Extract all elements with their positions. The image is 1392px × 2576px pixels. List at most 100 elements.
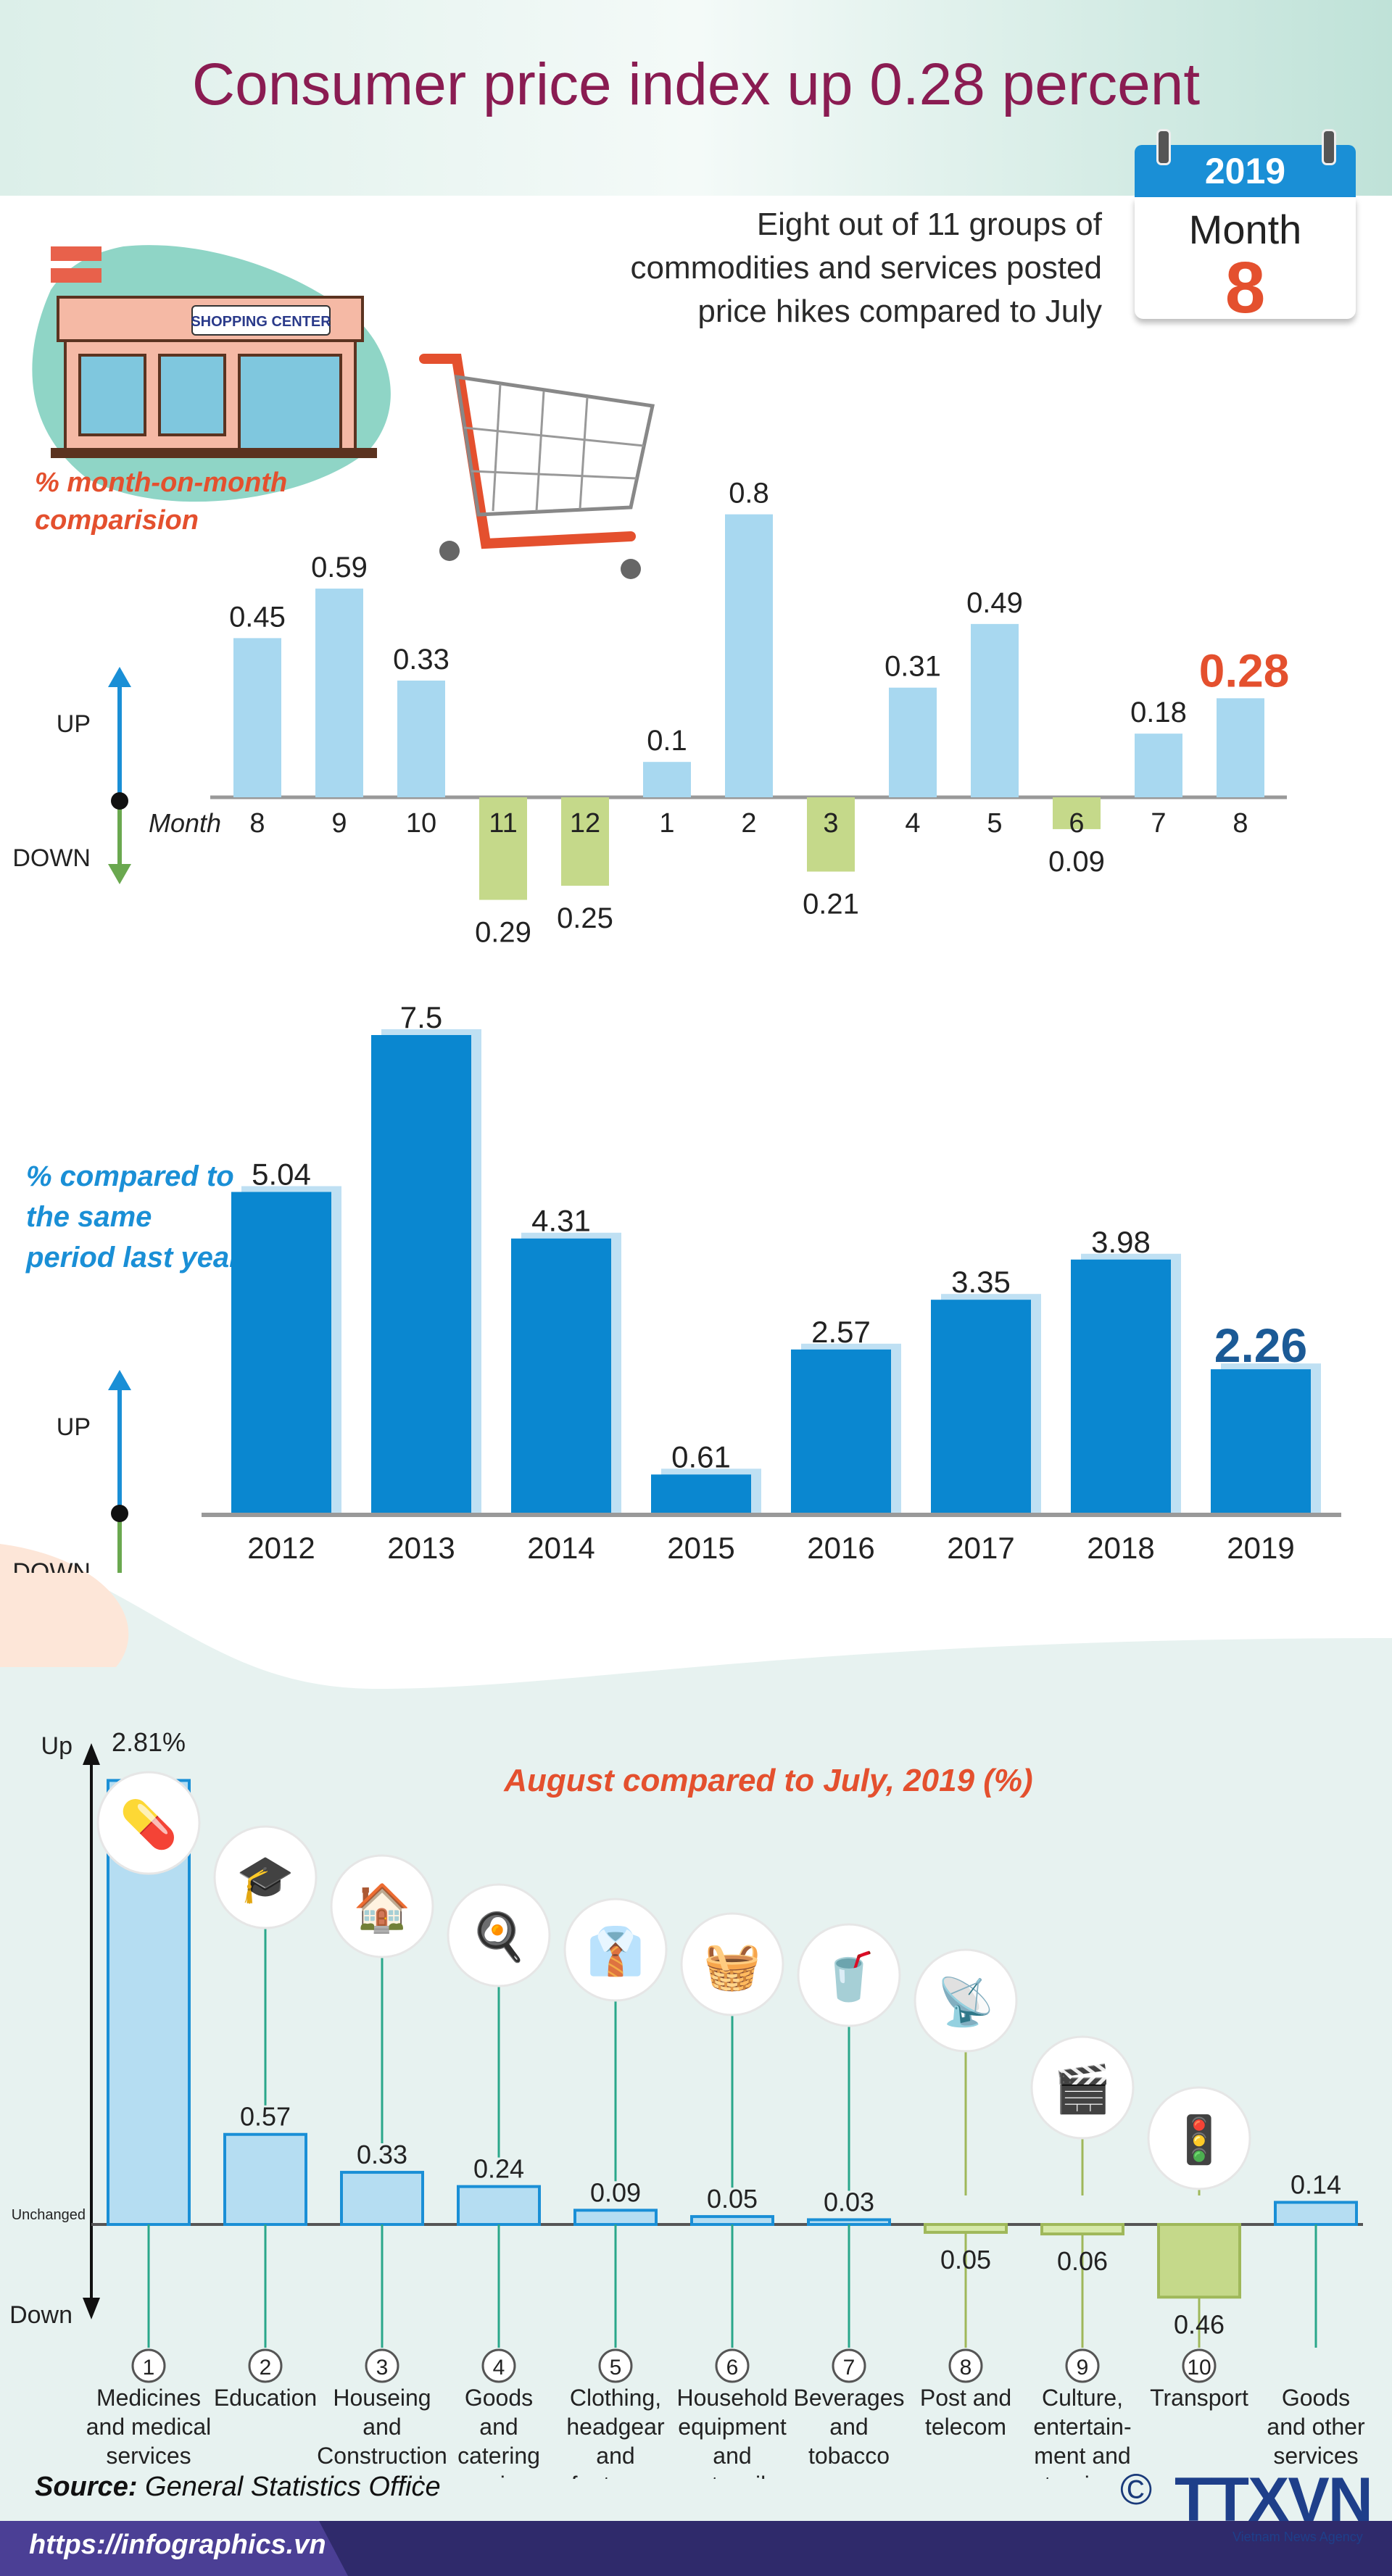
yoy-bar	[651, 1474, 751, 1513]
unchanged-label: Unchanged	[12, 2207, 86, 2223]
intro-text: Eight out of 11 groups of commodities an…	[630, 207, 1102, 329]
category-label: material	[341, 2472, 423, 2479]
yoy-label-text: % compared to the same period last year	[26, 1160, 241, 1274]
category-value-label: 0.09	[590, 2177, 641, 2207]
category-label: Houseing	[333, 2385, 431, 2411]
axis-origin-dot	[111, 792, 128, 810]
yoy-bar	[1211, 1369, 1311, 1513]
mom-value-label: 0.28	[1199, 644, 1290, 697]
category-label: catering	[457, 2443, 540, 2469]
yoy-value-label: 0.61	[671, 1439, 731, 1474]
agency-name: Vietnam News Agency	[1232, 2530, 1363, 2544]
category-number: 1	[143, 2356, 155, 2380]
mom-label: % month-on-month comparision	[35, 464, 296, 539]
category-number-badge	[598, 2348, 633, 2383]
category-number-badge	[715, 2348, 750, 2383]
mom-bar	[807, 797, 855, 872]
category-value-label: 0.03	[824, 2187, 874, 2216]
yoy-tick-label: 2016	[807, 1531, 874, 1565]
category-number-badge	[832, 2348, 866, 2383]
category-label: and	[713, 2443, 751, 2469]
category-number: 2	[260, 2356, 272, 2380]
category-number-badge	[248, 2348, 283, 2383]
category-label: and other	[1267, 2414, 1365, 2440]
up-label: UP	[57, 1413, 91, 1441]
up-arrowhead-icon	[108, 1370, 131, 1390]
category-number: 4	[493, 2356, 505, 2380]
category-number-badge	[365, 2348, 399, 2383]
category-value-label: 0.05	[940, 2245, 991, 2274]
mom-value-label: 0.29	[475, 917, 531, 949]
mom-bar	[643, 762, 691, 797]
mom-tick-label: 10	[406, 808, 436, 839]
source-label: Source:	[35, 2472, 138, 2502]
category-label: headgear	[566, 2414, 665, 2440]
category-label: and	[362, 2414, 401, 2440]
mom-bar	[233, 638, 281, 797]
yoy-value-label: 7.5	[400, 1000, 442, 1034]
yoy-tick-label: 2018	[1087, 1531, 1154, 1565]
traffic-light-icon	[1147, 2086, 1251, 2190]
calendar-body: Month 8	[1135, 197, 1356, 324]
category-bar	[924, 2223, 1008, 2234]
house-icon-glyph: 🏠	[353, 1882, 411, 1934]
clothing-icon-glyph: 👔	[587, 1925, 645, 1977]
category-label: services	[456, 2472, 541, 2479]
mom-x-axis-label: Month	[149, 808, 221, 838]
yoy-tick-label: 2017	[947, 1531, 1014, 1565]
category-number-badge	[948, 2348, 983, 2383]
traffic-light-icon-glyph: 🚦	[1170, 2114, 1228, 2166]
category-value-label: 0.33	[357, 2140, 407, 2169]
category-label: Goods	[465, 2385, 533, 2411]
category-label: Medicines	[96, 2385, 201, 2411]
category-label: Culture,	[1042, 2385, 1123, 2411]
category-label: and medical	[86, 2414, 212, 2440]
yoy-chart: UP DOWN 5.04 2012 7.5 2013 4.31 2014 0.61 2015 2.5…	[12, 1000, 1341, 1573]
category-label: utensil	[699, 2472, 766, 2479]
category-bar	[1157, 2223, 1241, 2299]
category-label: services	[1273, 2443, 1358, 2469]
category-value-label: 0.24	[473, 2154, 524, 2184]
mom-tick-label: 11	[489, 808, 517, 839]
footer-url-link[interactable]: https://infographics.vn	[29, 2530, 326, 2560]
category-bar	[1274, 2201, 1358, 2226]
shop-sign-text: SHOPPING CENTER	[191, 314, 331, 330]
category-number: 5	[610, 2356, 622, 2380]
mom-tick-label: 1	[659, 808, 674, 839]
category-bar	[807, 2218, 891, 2227]
mom-tick-label: 5	[987, 808, 1002, 839]
source: Source: General Statistics Office	[35, 2472, 441, 2503]
mom-tick-label: 8	[249, 808, 265, 839]
category-bar	[1040, 2223, 1124, 2236]
mom-tick-label: 9	[331, 808, 347, 839]
yoy-value-label: 4.31	[531, 1204, 591, 1238]
mom-tick-label: 2	[741, 808, 756, 839]
category-value-label: 0.46	[1174, 2309, 1225, 2339]
category-label: entertain-	[1033, 2414, 1131, 2440]
category-label: footwear	[571, 2472, 660, 2479]
yoy-tick-label: 2014	[527, 1531, 594, 1565]
mom-value-label: 0.21	[803, 888, 859, 920]
source-text: General Statistics Office	[145, 2472, 441, 2502]
mom-bar	[1135, 734, 1182, 797]
category-bar	[457, 2185, 541, 2226]
yoy-bar	[511, 1238, 611, 1513]
yoy-value-label: 2.26	[1214, 1318, 1307, 1372]
yoy-bar	[1071, 1259, 1171, 1513]
beverage-icon	[797, 1923, 901, 2027]
mom-bar	[971, 623, 1019, 797]
mom-bar	[315, 589, 363, 797]
category-chart-title-text: August compared to July, 2019 (%)	[504, 1763, 1033, 1798]
antenna-tower-icon	[914, 1948, 1018, 2053]
mom-tick-label: 12	[570, 808, 600, 839]
up-arrowhead-icon	[108, 667, 131, 687]
mom-bar	[725, 514, 773, 797]
graduation-cap-icon-glyph: 🎓	[236, 1853, 294, 1905]
yoy-value-label: 5.04	[252, 1157, 311, 1191]
mom-bar	[889, 687, 937, 797]
category-value-label: 0.57	[240, 2102, 291, 2132]
mom-value-label: 0.09	[1048, 846, 1105, 878]
shopping-cart-icon	[419, 354, 655, 579]
mom-tick-label: 6	[1069, 808, 1084, 839]
